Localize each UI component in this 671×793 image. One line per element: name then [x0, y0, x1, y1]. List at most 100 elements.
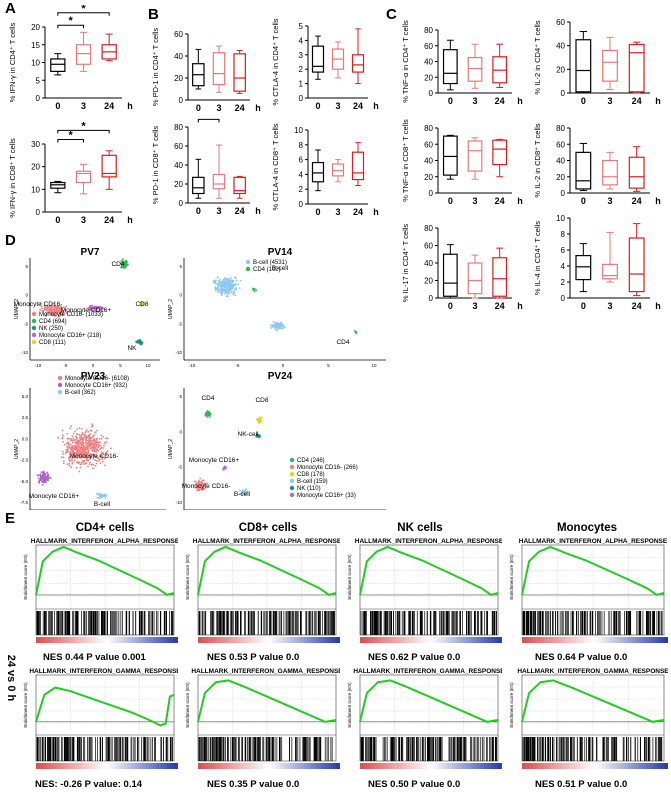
gsea-rank-heatmap — [522, 637, 668, 643]
x-unit-label: h — [517, 301, 523, 311]
box-3h — [212, 45, 226, 93]
legend-marker — [245, 259, 251, 265]
legend-label: B-cell (159) — [297, 479, 328, 485]
x-tick-label: -5 — [235, 363, 239, 368]
cluster-label: CD4 — [111, 261, 124, 268]
gsea-y-label: Enrichment score (ES) — [347, 554, 352, 600]
gsea-y-label: Enrichment score (ES) — [185, 554, 190, 600]
gsea-geneset-title: HALLMARK_INTERFERON_GAMMA_RESPONSE — [517, 668, 668, 675]
gsea-plot: HALLMARK_INTERFERON_GAMMA_RESPONSE Enrich… — [509, 668, 668, 769]
cluster-label: Monocyte CD16+ — [189, 457, 240, 464]
legend-label: NK (110) — [297, 486, 321, 492]
box-24h — [101, 33, 117, 62]
box-3h — [602, 151, 618, 190]
legend-label: Monocyte CD16- (1033) — [39, 312, 103, 318]
gsea-stat-label: NES 0.53 P value 0.0 — [207, 652, 300, 663]
cluster-label: NK — [127, 345, 137, 352]
gsea-col-mono: Monocytes — [556, 522, 618, 534]
y-tick-label: 80 — [174, 123, 183, 132]
significance-star: * — [207, 115, 212, 121]
box-0h — [192, 158, 205, 199]
y-tick-label: 4 — [299, 170, 304, 179]
box-plot-il17-cd4: 0 20 40 60 80 0 3 24 h % IL-17 in CD4⁺ T cells — [401, 224, 523, 311]
x-tick-label: -10 — [189, 363, 196, 368]
legend-label: CD8 (178) — [297, 472, 325, 478]
y-tick-label: 5.0 — [22, 394, 29, 399]
gsea-geneset-title: HALLMARK_INTERFERON_ALPHA_RESPONSE — [519, 538, 668, 545]
panel-letter-c: C — [386, 6, 397, 23]
x-unit-label: h — [373, 207, 379, 217]
y-tick-label: 10 — [556, 214, 565, 223]
significance-bracket — [57, 129, 110, 134]
box-iqr — [442, 253, 458, 297]
significance-bracket — [57, 138, 84, 143]
gsea-enrichment-curve — [197, 545, 337, 596]
y-tick-label: 8 — [561, 230, 566, 239]
gsea-rank-heatmap — [198, 763, 340, 769]
cluster-label: CD4 — [336, 339, 349, 346]
y-tick-label: 20 — [174, 180, 183, 189]
x-tick-label: 0 — [92, 363, 95, 368]
y-tick-label: 5 — [36, 76, 41, 85]
box-plot-ifng-cd8: 0 10 20 30 0 3 24 h % IFN-γ in CD8⁺ T cells * * — [8, 122, 133, 225]
y-tick-label: 40 — [424, 58, 433, 67]
x-tick-label: 3 — [216, 206, 221, 216]
box-iqr — [628, 43, 645, 93]
y-tick-label: 0 — [179, 293, 182, 298]
box-iqr — [50, 58, 66, 72]
box-iqr — [575, 254, 592, 281]
legend-label: Monocyte CD16- (6108) — [65, 376, 129, 382]
legend-label: Monocyte CD16- (266) — [297, 465, 358, 471]
box-24h — [351, 142, 365, 186]
y-axis-label: UMAP_2 — [14, 439, 20, 459]
y-axis-label: % IFN-γ in CD4⁺ T cells — [8, 22, 17, 102]
y-tick-label: 4 — [299, 36, 304, 45]
box-24h — [101, 150, 117, 190]
y-tick-label: 5 — [179, 394, 182, 399]
y-tick-label: 0 — [179, 96, 184, 105]
box-plot-il2-cd4: 0 20 40 60 0 3 24 h % IL-2 in CD4⁺ T cells — [533, 18, 661, 106]
y-tick-label: 15 — [31, 41, 40, 50]
umap-pv24: PV24-10-50510-10-505UMAP_1UMAP_2CD4CD8NK… — [168, 371, 386, 510]
x-unit-label: h — [655, 196, 661, 206]
x-tick-label: 3 — [335, 101, 340, 111]
significance-star: * — [81, 5, 86, 15]
y-tick-label: 5 — [299, 22, 304, 31]
box-0h — [192, 48, 205, 90]
x-tick-label: 24 — [353, 207, 363, 217]
cluster-label: B-cell — [94, 501, 111, 508]
gsea-enrichment-curve — [521, 679, 665, 723]
box-3h — [602, 231, 618, 283]
x-tick-label: 3 — [81, 215, 86, 225]
legend-label: B-cell (362) — [65, 390, 96, 396]
x-tick-label: 0 — [315, 101, 320, 111]
gsea-col-nk: NK cells — [397, 522, 443, 534]
x-tick-label: 5 — [327, 363, 330, 368]
box-24h — [492, 43, 508, 88]
box-plot-tnfa-cd4: 0 20 40 60 80 0 3 24 h % TNF-α in CD4⁺ T cells — [401, 20, 523, 106]
x-tick-label: 5 — [119, 363, 122, 368]
legend-marker — [289, 492, 295, 498]
y-tick-label: 0 — [179, 199, 184, 208]
box-3h — [331, 41, 345, 79]
box-24h — [628, 223, 645, 297]
x-unit-label: h — [517, 196, 523, 206]
x-tick-label: 24 — [104, 215, 114, 225]
gsea-enrichment-curve — [197, 679, 337, 723]
box-plot-pd1-cd8: 0 20 40 60 80 0 3 24 h % PD-1 in CD8⁺ T cells * — [151, 115, 261, 216]
x-unit-label: h — [127, 215, 133, 225]
x-tick-label: 3 — [607, 96, 612, 106]
box-iqr — [311, 45, 325, 73]
umap-pv23: PV23-5.0-2.50.02.55.0-7.5-5.0-2.50.02.55… — [14, 371, 166, 510]
gsea-geneset-title: HALLMARK_INTERFERON_GAMMA_RESPONSE — [353, 668, 502, 675]
y-tick-label: 0 — [36, 94, 41, 103]
box-24h — [351, 28, 365, 85]
gsea-col-cd4: CD4+ cells — [75, 522, 135, 534]
box-iqr — [75, 44, 92, 65]
x-tick-label: 0 — [196, 103, 201, 113]
gsea-plot: HALLMARK_INTERFERON_GAMMA_RESPONSE Enrich… — [185, 668, 340, 769]
box-3h — [212, 144, 226, 199]
gsea-enrichment-curve — [359, 545, 499, 596]
gsea-rank-heatmap — [36, 637, 178, 643]
y-tick-label: 2 — [299, 65, 304, 74]
